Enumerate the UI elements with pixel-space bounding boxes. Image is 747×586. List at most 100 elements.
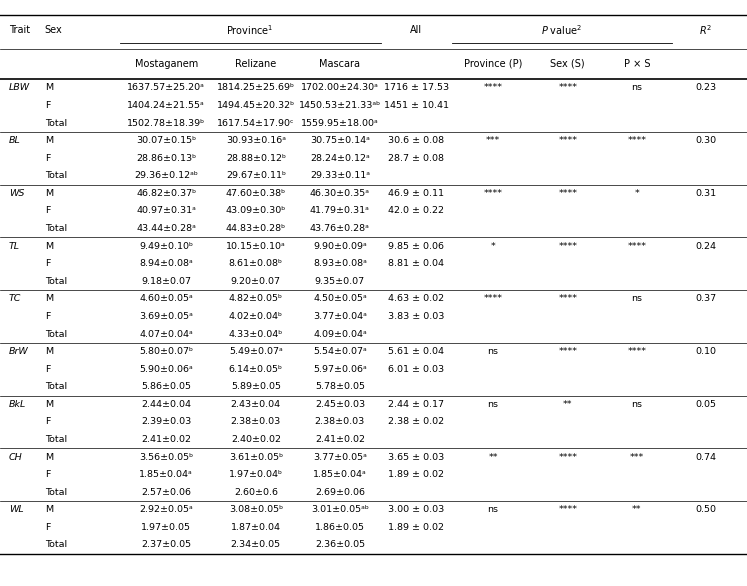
Text: 2.37±0.05: 2.37±0.05 [141, 540, 191, 550]
Text: 4.63 ± 0.02: 4.63 ± 0.02 [388, 294, 444, 304]
Text: ****: **** [558, 294, 577, 304]
Text: Total: Total [45, 224, 67, 233]
Text: 2.39±0.03: 2.39±0.03 [141, 417, 191, 427]
Text: M: M [45, 136, 53, 145]
Text: 3.65 ± 0.03: 3.65 ± 0.03 [388, 452, 444, 462]
Text: LBW: LBW [9, 83, 30, 93]
Text: 1.97±0.04ᵇ: 1.97±0.04ᵇ [229, 470, 283, 479]
Text: M: M [45, 347, 53, 356]
Text: ****: **** [483, 189, 503, 198]
Text: 2.92±0.05ᵃ: 2.92±0.05ᵃ [140, 505, 193, 515]
Text: 1404.24±21.55ᵃ: 1404.24±21.55ᵃ [127, 101, 205, 110]
Text: 29.36±0.12ᵃᵇ: 29.36±0.12ᵃᵇ [134, 171, 198, 180]
Text: Trait: Trait [9, 25, 30, 35]
Text: 46.82±0.37ᵇ: 46.82±0.37ᵇ [136, 189, 196, 198]
Text: 0.31: 0.31 [695, 189, 716, 198]
Text: M: M [45, 505, 53, 515]
Text: 2.38±0.03: 2.38±0.03 [231, 417, 281, 427]
Text: 1814.25±25.69ᵇ: 1814.25±25.69ᵇ [217, 83, 295, 93]
Text: 41.79±0.31ᵃ: 41.79±0.31ᵃ [310, 206, 370, 216]
Text: 9.49±0.10ᵇ: 9.49±0.10ᵇ [139, 241, 193, 251]
Text: 0.74: 0.74 [695, 452, 716, 462]
Text: Total: Total [45, 171, 67, 180]
Text: ns: ns [488, 347, 498, 356]
Text: 30.07±0.15ᵇ: 30.07±0.15ᵇ [136, 136, 196, 145]
Text: 6.14±0.05ᵇ: 6.14±0.05ᵇ [229, 364, 283, 374]
Text: TL: TL [9, 241, 20, 251]
Text: 30.93±0.16ᵃ: 30.93±0.16ᵃ [226, 136, 286, 145]
Text: 47.60±0.38ᵇ: 47.60±0.38ᵇ [226, 189, 286, 198]
Text: 4.33±0.04ᵇ: 4.33±0.04ᵇ [229, 329, 283, 339]
Text: Relizane: Relizane [235, 59, 276, 69]
Text: 8.61±0.08ᵇ: 8.61±0.08ᵇ [229, 259, 283, 268]
Text: Mascara: Mascara [320, 59, 360, 69]
Text: 8.94±0.08ᵃ: 8.94±0.08ᵃ [140, 259, 193, 268]
Text: **: ** [489, 452, 498, 462]
Text: 3.77±0.05ᵃ: 3.77±0.05ᵃ [313, 452, 367, 462]
Text: 2.60±0.6: 2.60±0.6 [234, 488, 278, 497]
Text: 5.61 ± 0.04: 5.61 ± 0.04 [388, 347, 444, 356]
Text: M: M [45, 241, 53, 251]
Text: 40.97±0.31ᵃ: 40.97±0.31ᵃ [136, 206, 196, 216]
Text: Province (P): Province (P) [464, 59, 522, 69]
Text: F: F [45, 259, 50, 268]
Text: ns: ns [631, 400, 642, 409]
Text: 2.38±0.03: 2.38±0.03 [314, 417, 365, 427]
Text: WS: WS [9, 189, 25, 198]
Text: ****: **** [558, 452, 577, 462]
Text: 43.09±0.30ᵇ: 43.09±0.30ᵇ [226, 206, 286, 216]
Text: 1494.45±20.32ᵇ: 1494.45±20.32ᵇ [217, 101, 295, 110]
Text: 4.50±0.05ᵃ: 4.50±0.05ᵃ [313, 294, 367, 304]
Text: 3.56±0.05ᵇ: 3.56±0.05ᵇ [139, 452, 193, 462]
Text: 4.60±0.05ᵃ: 4.60±0.05ᵃ [140, 294, 193, 304]
Text: F: F [45, 206, 50, 216]
Text: 28.88±0.12ᵇ: 28.88±0.12ᵇ [226, 154, 286, 163]
Text: 28.24±0.12ᵃ: 28.24±0.12ᵃ [310, 154, 370, 163]
Text: 0.23: 0.23 [695, 83, 716, 93]
Text: 3.08±0.05ᵇ: 3.08±0.05ᵇ [229, 505, 283, 515]
Text: BL: BL [9, 136, 21, 145]
Text: 1.87±0.04: 1.87±0.04 [231, 523, 281, 532]
Text: 3.61±0.05ᵇ: 3.61±0.05ᵇ [229, 452, 283, 462]
Text: 9.18±0.07: 9.18±0.07 [141, 277, 191, 286]
Text: ****: **** [627, 241, 646, 251]
Text: ****: **** [558, 241, 577, 251]
Text: ****: **** [558, 505, 577, 515]
Text: 46.30±0.35ᵃ: 46.30±0.35ᵃ [310, 189, 370, 198]
Text: 3.77±0.04ᵃ: 3.77±0.04ᵃ [313, 312, 367, 321]
Text: Total: Total [45, 277, 67, 286]
Text: 2.34±0.05: 2.34±0.05 [231, 540, 281, 550]
Text: 4.82±0.05ᵇ: 4.82±0.05ᵇ [229, 294, 283, 304]
Text: 2.41±0.02: 2.41±0.02 [315, 435, 365, 444]
Text: 3.00 ± 0.03: 3.00 ± 0.03 [388, 505, 444, 515]
Text: 1617.54±17.90ᶜ: 1617.54±17.90ᶜ [217, 118, 294, 128]
Text: 5.89±0.05: 5.89±0.05 [231, 382, 281, 391]
Text: 43.76±0.28ᵃ: 43.76±0.28ᵃ [310, 224, 370, 233]
Text: 29.67±0.11ᵇ: 29.67±0.11ᵇ [226, 171, 286, 180]
Text: 5.54±0.07ᵃ: 5.54±0.07ᵃ [313, 347, 367, 356]
Text: 2.45±0.03: 2.45±0.03 [314, 400, 365, 409]
Text: 28.86±0.13ᵇ: 28.86±0.13ᵇ [136, 154, 196, 163]
Text: 2.38 ± 0.02: 2.38 ± 0.02 [388, 417, 444, 427]
Text: BkL: BkL [9, 400, 26, 409]
Text: ***: *** [630, 452, 644, 462]
Text: Total: Total [45, 488, 67, 497]
Text: 9.90±0.09ᵃ: 9.90±0.09ᵃ [313, 241, 367, 251]
Text: 8.93±0.08ᵃ: 8.93±0.08ᵃ [313, 259, 367, 268]
Text: 3.01±0.05ᵃᵇ: 3.01±0.05ᵃᵇ [311, 505, 369, 515]
Text: ****: **** [558, 83, 577, 93]
Text: F: F [45, 101, 50, 110]
Text: 42.0 ± 0.22: 42.0 ± 0.22 [388, 206, 444, 216]
Text: 5.90±0.06ᵃ: 5.90±0.06ᵃ [140, 364, 193, 374]
Text: 0.05: 0.05 [695, 400, 716, 409]
Text: 2.36±0.05: 2.36±0.05 [314, 540, 365, 550]
Text: 46.9 ± 0.11: 46.9 ± 0.11 [388, 189, 444, 198]
Text: M: M [45, 452, 53, 462]
Text: 43.44±0.28ᵃ: 43.44±0.28ᵃ [136, 224, 196, 233]
Text: 2.41±0.02: 2.41±0.02 [141, 435, 191, 444]
Text: ns: ns [488, 505, 498, 515]
Text: **: ** [632, 505, 642, 515]
Text: ns: ns [488, 400, 498, 409]
Text: 2.43±0.04: 2.43±0.04 [231, 400, 281, 409]
Text: ****: **** [483, 294, 503, 304]
